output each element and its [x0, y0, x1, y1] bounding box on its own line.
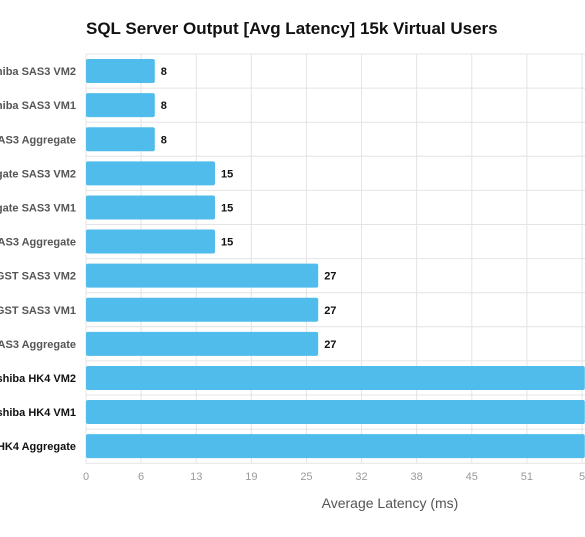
- category-label: SAS3 Aggregate: [0, 134, 76, 146]
- category-label: shiba HK4 VM1: [0, 407, 76, 419]
- data-label: 15: [221, 202, 233, 214]
- category-label: SAS3 Aggregate: [0, 339, 76, 351]
- category-label: gate SAS3 VM1: [0, 202, 76, 214]
- category-label: shiba SAS3 VM1: [0, 100, 76, 112]
- bar: [86, 93, 155, 118]
- bar: [86, 365, 585, 390]
- bar: [86, 161, 215, 186]
- x-tick-label: 13: [190, 471, 202, 483]
- category-label: GST SAS3 VM1: [0, 305, 76, 317]
- x-tick-label: 5: [579, 471, 585, 483]
- data-label: 15: [221, 168, 233, 180]
- x-tick-label: 6: [138, 471, 144, 483]
- chart-title: SQL Server Output [Avg Latency] 15k Virt…: [86, 19, 498, 38]
- bar: [86, 229, 215, 254]
- bar: [86, 434, 585, 459]
- x-tick-label: 25: [300, 471, 312, 483]
- bar: [86, 195, 215, 220]
- category-label: shiba HK4 VM2: [0, 373, 76, 385]
- x-tick-label: 38: [411, 471, 423, 483]
- x-tick-label: 0: [83, 471, 89, 483]
- x-tick-label: 45: [466, 471, 478, 483]
- bar: [86, 297, 319, 322]
- category-label: shiba SAS3 VM2: [0, 66, 76, 78]
- data-label: 8: [161, 134, 167, 146]
- bar: [86, 59, 155, 84]
- bar: [86, 331, 319, 356]
- data-label: 27: [324, 271, 336, 283]
- x-axis-title: Average Latency (ms): [322, 495, 459, 511]
- bar: [86, 400, 585, 425]
- data-label: 8: [161, 66, 167, 78]
- data-label: 27: [324, 339, 336, 351]
- data-label: 27: [324, 305, 336, 317]
- category-label: SAS3 Aggregate: [0, 237, 76, 249]
- data-label: 15: [221, 237, 233, 249]
- category-label: GST SAS3 VM2: [0, 271, 76, 283]
- bar: [86, 263, 319, 288]
- bar: [86, 127, 155, 152]
- x-tick-label: 32: [355, 471, 367, 483]
- x-tick-label: 51: [521, 471, 533, 483]
- category-label: HK4 Aggregate: [0, 441, 76, 453]
- category-label: gate SAS3 VM2: [0, 168, 76, 180]
- x-tick-label: 19: [245, 471, 257, 483]
- data-label: 8: [161, 100, 167, 112]
